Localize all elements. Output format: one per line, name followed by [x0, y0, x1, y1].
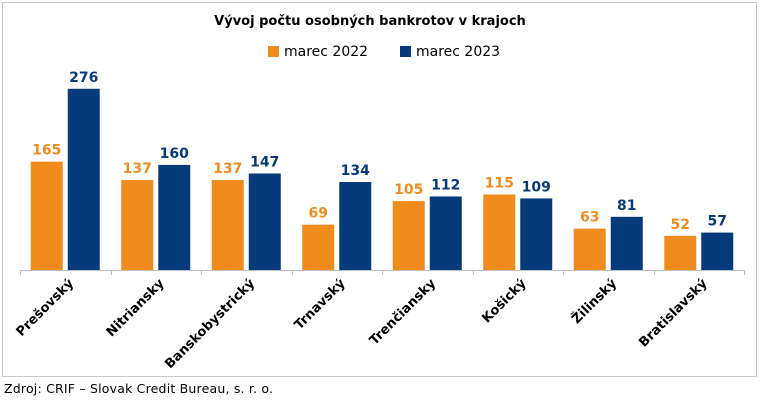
- category-label-3: Banskobystrický: [162, 276, 258, 372]
- bar-2-8: [701, 232, 734, 270]
- category-label-6: Košický: [480, 276, 530, 326]
- bars-group: 165 276 137 160 137 147 69 134 105 112 115 109 63 81 5…: [30, 70, 734, 270]
- bar-2-4: [339, 182, 372, 270]
- legend-label-1: marec 2022: [284, 44, 368, 60]
- legend-label-2: marec 2023: [416, 44, 500, 60]
- bar-2-5: [429, 196, 462, 270]
- bar-2-7: [610, 216, 643, 270]
- category-label-5: Trenčiansky: [367, 276, 439, 348]
- category-label-1: Prešovský: [14, 276, 78, 340]
- data-label-1-5: 105: [394, 182, 423, 198]
- data-label-2-5: 112: [431, 177, 460, 193]
- data-label-2-2: 160: [160, 146, 189, 162]
- source-note: Zdroj: CRIF – Slovak Credit Bureau, s. r…: [4, 381, 274, 396]
- bar-1-7: [573, 228, 606, 270]
- legend: marec 2022 marec 2023: [268, 44, 500, 60]
- bar-1-6: [483, 194, 516, 270]
- bar-1-3: [211, 180, 244, 270]
- bar-1-5: [392, 201, 425, 270]
- data-label-2-3: 147: [250, 154, 279, 170]
- data-label-1-2: 137: [123, 161, 152, 177]
- bar-1-1: [30, 161, 63, 270]
- category-label-4: Trnavský: [292, 276, 349, 333]
- bar-chart: Vývoj počtu osobných bankrotov v krajoch…: [14, 14, 745, 372]
- bar-2-2: [158, 164, 191, 270]
- data-label-2-6: 109: [522, 179, 551, 195]
- data-label-1-1: 165: [32, 143, 61, 159]
- data-label-1-3: 137: [213, 161, 242, 177]
- bar-2-1: [67, 88, 100, 270]
- data-label-2-8: 57: [708, 214, 727, 230]
- bar-2-3: [248, 173, 281, 270]
- data-label-2-4: 134: [341, 163, 370, 179]
- x-ticks: [20, 270, 745, 275]
- legend-swatch-2: [400, 46, 411, 57]
- data-label-2-7: 81: [617, 198, 636, 214]
- bar-1-2: [121, 180, 154, 270]
- data-label-1-6: 115: [485, 175, 514, 191]
- data-label-1-7: 63: [580, 210, 599, 226]
- chart-frame: Vývoj počtu osobných bankrotov v krajoch…: [2, 2, 757, 377]
- category-label-7: Žilinský: [569, 275, 621, 327]
- data-label-1-4: 69: [309, 206, 328, 222]
- data-label-1-8: 52: [671, 217, 690, 233]
- chart-title: Vývoj počtu osobných bankrotov v krajoch: [214, 14, 526, 29]
- data-label-2-1: 276: [69, 70, 98, 86]
- bar-2-6: [520, 198, 553, 270]
- category-label-8: Bratislavský: [636, 276, 711, 351]
- bar-1-8: [664, 235, 697, 270]
- bar-1-4: [302, 224, 335, 270]
- category-label-2: Nitriansky: [104, 276, 168, 340]
- legend-swatch-1: [268, 46, 279, 57]
